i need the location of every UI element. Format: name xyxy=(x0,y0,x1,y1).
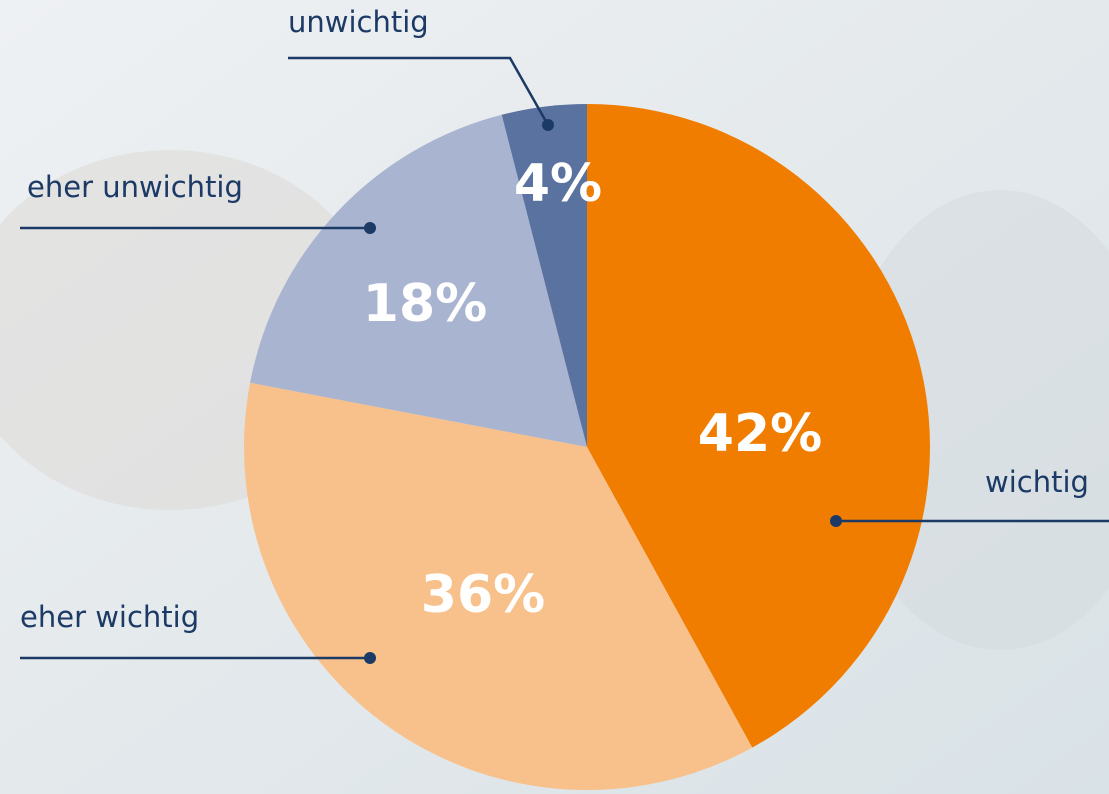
category-label: eher unwichtig xyxy=(27,170,243,204)
category-label: wichtig xyxy=(985,465,1089,499)
leader-dot xyxy=(364,652,376,664)
leader-dot xyxy=(542,119,554,131)
value-label: 18% xyxy=(363,274,487,334)
chart: 42% wichtig 36% eher wichtig 18% eher unwicht… xyxy=(0,0,1109,794)
value-label: 42% xyxy=(698,404,822,464)
category-label: eher wichtig xyxy=(20,600,199,634)
category-label: unwichtig xyxy=(288,5,429,39)
leader-dot xyxy=(830,515,842,527)
value-label: 4% xyxy=(514,154,602,214)
value-label: 36% xyxy=(421,565,545,625)
leader-dot xyxy=(364,222,376,234)
